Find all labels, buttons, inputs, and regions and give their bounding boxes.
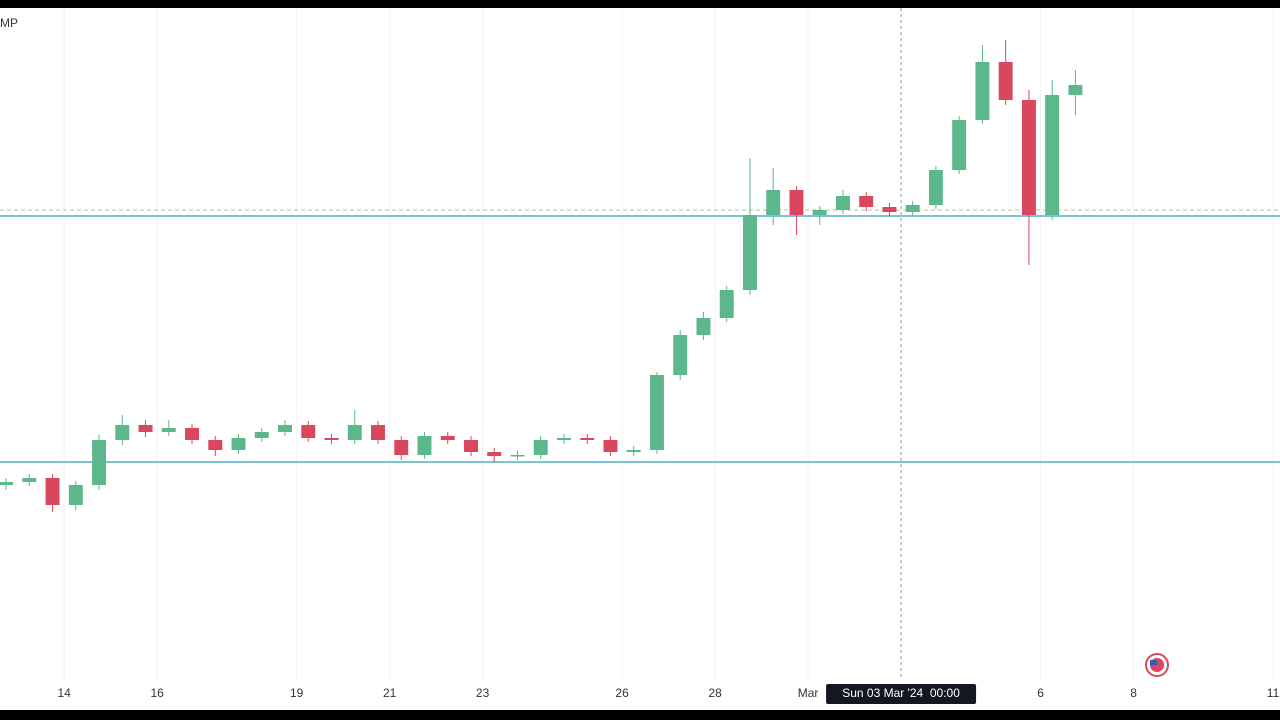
- time-axis: 14 16 19 21 23 26 28 Mar 6 8 11 Sun 03 Mar '24 00:0…: [0, 680, 1280, 710]
- crosshair-label-bg: [826, 684, 977, 704]
- candle-body: [742, 215, 757, 290]
- candle-body: [649, 375, 664, 450]
- candle-body: [1045, 95, 1060, 215]
- candle-body: [231, 438, 246, 450]
- candle-body: [603, 440, 618, 452]
- x-tick-label: 26: [615, 686, 629, 700]
- candle-body: [347, 425, 362, 440]
- axis-background: [0, 680, 1280, 710]
- candle-body: [859, 196, 874, 207]
- candle-body: [812, 210, 827, 215]
- x-tick-label: 8: [1130, 686, 1137, 700]
- candle-body: [533, 440, 548, 455]
- candle-body: [208, 440, 223, 450]
- candle-body: [440, 436, 455, 440]
- grid: [63, 8, 1274, 680]
- candle-body: [301, 425, 316, 438]
- candle-body: [952, 120, 967, 170]
- x-tick-label: 28: [708, 686, 722, 700]
- candle-body: [557, 438, 571, 440]
- x-tick-label: 14: [57, 686, 71, 700]
- candle-body: [254, 432, 269, 438]
- candle-body: [835, 196, 850, 210]
- candle-body: [789, 190, 804, 215]
- candle-body: [394, 440, 409, 455]
- candle-body: [510, 455, 525, 457]
- candle-body: [928, 170, 943, 205]
- candle-body: [975, 62, 990, 120]
- candle-body: [696, 318, 711, 335]
- candle-body: [371, 425, 385, 440]
- candle-body: [719, 290, 734, 318]
- candle-body: [905, 205, 920, 212]
- candle-body: [882, 207, 897, 212]
- candle-body: [185, 428, 199, 440]
- candle-body: [45, 478, 60, 505]
- candle-body: [998, 62, 1013, 100]
- candle-body: [626, 450, 641, 452]
- candles: [0, 40, 1083, 512]
- candle-body: [68, 485, 83, 505]
- candle-body: [1021, 100, 1036, 215]
- x-tick-label: 6: [1037, 686, 1044, 700]
- candle-body: [324, 438, 339, 440]
- candle-body: [1068, 85, 1083, 95]
- candle-body: [138, 425, 153, 432]
- chart-area: [0, 8, 1280, 710]
- x-tick-label: 23: [476, 686, 490, 700]
- candle-body: [464, 440, 478, 452]
- candle-body: [417, 436, 432, 455]
- candle-body: [115, 425, 130, 440]
- candle-body: [580, 438, 595, 440]
- candle-body: [22, 478, 37, 482]
- x-tick-label: Mar: [798, 686, 819, 700]
- candle-body: [278, 425, 292, 432]
- x-tick-label: 16: [150, 686, 164, 700]
- candle-body: [487, 452, 502, 456]
- x-tick-label: 19: [290, 686, 304, 700]
- candle-body: [673, 335, 688, 375]
- levels: [0, 8, 1280, 680]
- flag-icon: [1145, 653, 1169, 677]
- crosshair-label: Sun 03 Mar '24 00:00: [842, 686, 960, 700]
- candle-body: [161, 428, 176, 432]
- candle-body: [766, 190, 781, 215]
- candle-body: [92, 440, 107, 485]
- candle-body: [0, 482, 14, 485]
- symbol-label: MP: [0, 16, 18, 30]
- x-tick-label: 11: [1267, 686, 1280, 700]
- x-tick-label: 21: [383, 686, 397, 700]
